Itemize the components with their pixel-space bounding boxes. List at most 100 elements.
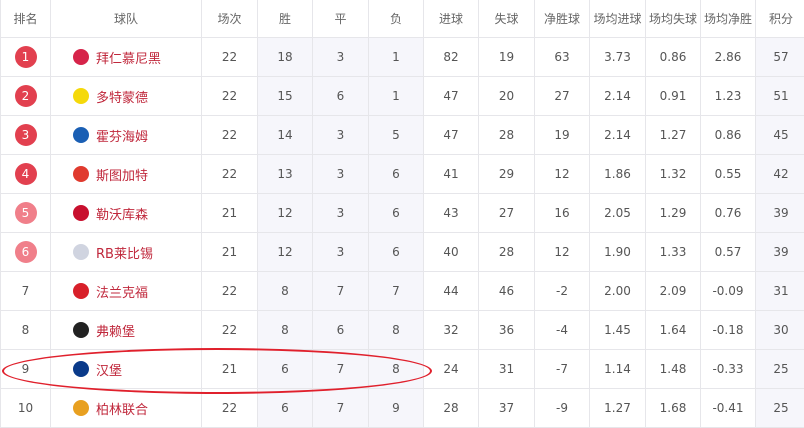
team-cell: 霍芬海姆 <box>51 116 202 155</box>
team-cell: 弗赖堡 <box>51 311 202 350</box>
stat-cell: -2 <box>535 272 590 311</box>
team-logo-icon <box>73 166 89 182</box>
stat-cell: 1 <box>369 38 424 77</box>
stat-cell: 2.86 <box>701 38 756 77</box>
column-header[interactable]: 胜 <box>258 0 313 38</box>
stat-cell: 12 <box>535 233 590 272</box>
stat-cell: 29 <box>479 155 535 194</box>
stat-cell: 6 <box>258 350 313 389</box>
team-name-link[interactable]: RB莱比锡 <box>96 243 153 262</box>
team-logo-icon <box>73 49 89 65</box>
stat-cell: 3.73 <box>590 38 646 77</box>
team-cell: 汉堡 <box>51 350 202 389</box>
team-cell: 斯图加特 <box>51 155 202 194</box>
stat-cell: 22 <box>202 38 258 77</box>
team-name-link[interactable]: 勒沃库森 <box>96 204 148 223</box>
stat-cell: -9 <box>535 389 590 428</box>
stat-cell: 24 <box>424 350 479 389</box>
column-header[interactable]: 排名 <box>1 0 51 38</box>
team-cell: RB莱比锡 <box>51 233 202 272</box>
rank-cell: 4 <box>1 155 51 194</box>
rank-number: 9 <box>22 362 30 376</box>
column-header[interactable]: 积分 <box>756 0 804 38</box>
stat-cell: 31 <box>756 272 804 311</box>
team-name-link[interactable]: 霍芬海姆 <box>96 126 148 145</box>
team-cell: 柏林联合 <box>51 389 202 428</box>
column-header[interactable]: 场均净胜 <box>701 0 756 38</box>
column-header[interactable]: 球队 <box>51 0 202 38</box>
team-logo-icon <box>73 283 89 299</box>
column-header[interactable]: 负 <box>369 0 424 38</box>
stat-cell: 1.23 <box>701 77 756 116</box>
rank-badge: 5 <box>15 202 37 224</box>
team-name-link[interactable]: 弗赖堡 <box>96 321 135 340</box>
stat-cell: 7 <box>313 272 369 311</box>
stat-cell: 19 <box>479 38 535 77</box>
stat-cell: 1.27 <box>646 116 701 155</box>
stat-cell: 0.55 <box>701 155 756 194</box>
stat-cell: 31 <box>479 350 535 389</box>
stat-cell: -0.41 <box>701 389 756 428</box>
stat-cell: 8 <box>369 350 424 389</box>
stat-cell: 32 <box>424 311 479 350</box>
stat-cell: 13 <box>258 155 313 194</box>
team-name-link[interactable]: 汉堡 <box>96 360 122 379</box>
stat-cell: -4 <box>535 311 590 350</box>
stat-cell: 3 <box>313 38 369 77</box>
stat-cell: 1.48 <box>646 350 701 389</box>
column-header[interactable]: 进球 <box>424 0 479 38</box>
stat-cell: 6 <box>369 194 424 233</box>
stat-cell: 19 <box>535 116 590 155</box>
column-header[interactable]: 失球 <box>479 0 535 38</box>
stat-cell: 7 <box>313 389 369 428</box>
rank-number: 7 <box>22 284 30 298</box>
stat-cell: 44 <box>424 272 479 311</box>
stat-cell: 63 <box>535 38 590 77</box>
column-header[interactable]: 场均进球 <box>590 0 646 38</box>
stat-cell: 7 <box>369 272 424 311</box>
column-header[interactable]: 场均失球 <box>646 0 701 38</box>
stat-cell: 20 <box>479 77 535 116</box>
stat-cell: 16 <box>535 194 590 233</box>
team-logo-icon <box>73 127 89 143</box>
rank-cell: 9 <box>1 350 51 389</box>
column-header[interactable]: 平 <box>313 0 369 38</box>
stat-cell: 2.14 <box>590 116 646 155</box>
stat-cell: 18 <box>258 38 313 77</box>
team-name-link[interactable]: 多特蒙德 <box>96 87 148 106</box>
stat-cell: 39 <box>756 194 804 233</box>
team-name-link[interactable]: 斯图加特 <box>96 165 148 184</box>
stat-cell: 15 <box>258 77 313 116</box>
team-logo-icon <box>73 400 89 416</box>
team-cell: 多特蒙德 <box>51 77 202 116</box>
team-logo-icon <box>73 322 89 338</box>
team-name-link[interactable]: 法兰克福 <box>96 282 148 301</box>
team-logo-icon <box>73 244 89 260</box>
stat-cell: 3 <box>313 116 369 155</box>
column-header[interactable]: 场次 <box>202 0 258 38</box>
rank-number: 10 <box>18 401 33 415</box>
rank-cell: 10 <box>1 389 51 428</box>
team-name-link[interactable]: 柏林联合 <box>96 399 148 418</box>
stat-cell: -0.18 <box>701 311 756 350</box>
stat-cell: 21 <box>202 233 258 272</box>
team-name-link[interactable]: 拜仁慕尼黑 <box>96 48 161 67</box>
column-header[interactable]: 净胜球 <box>535 0 590 38</box>
stat-cell: 12 <box>258 194 313 233</box>
stat-cell: 1.64 <box>646 311 701 350</box>
stat-cell: 1.14 <box>590 350 646 389</box>
rank-number: 8 <box>22 323 30 337</box>
stat-cell: 1.45 <box>590 311 646 350</box>
team-logo-icon <box>73 361 89 377</box>
stat-cell: 6 <box>313 77 369 116</box>
